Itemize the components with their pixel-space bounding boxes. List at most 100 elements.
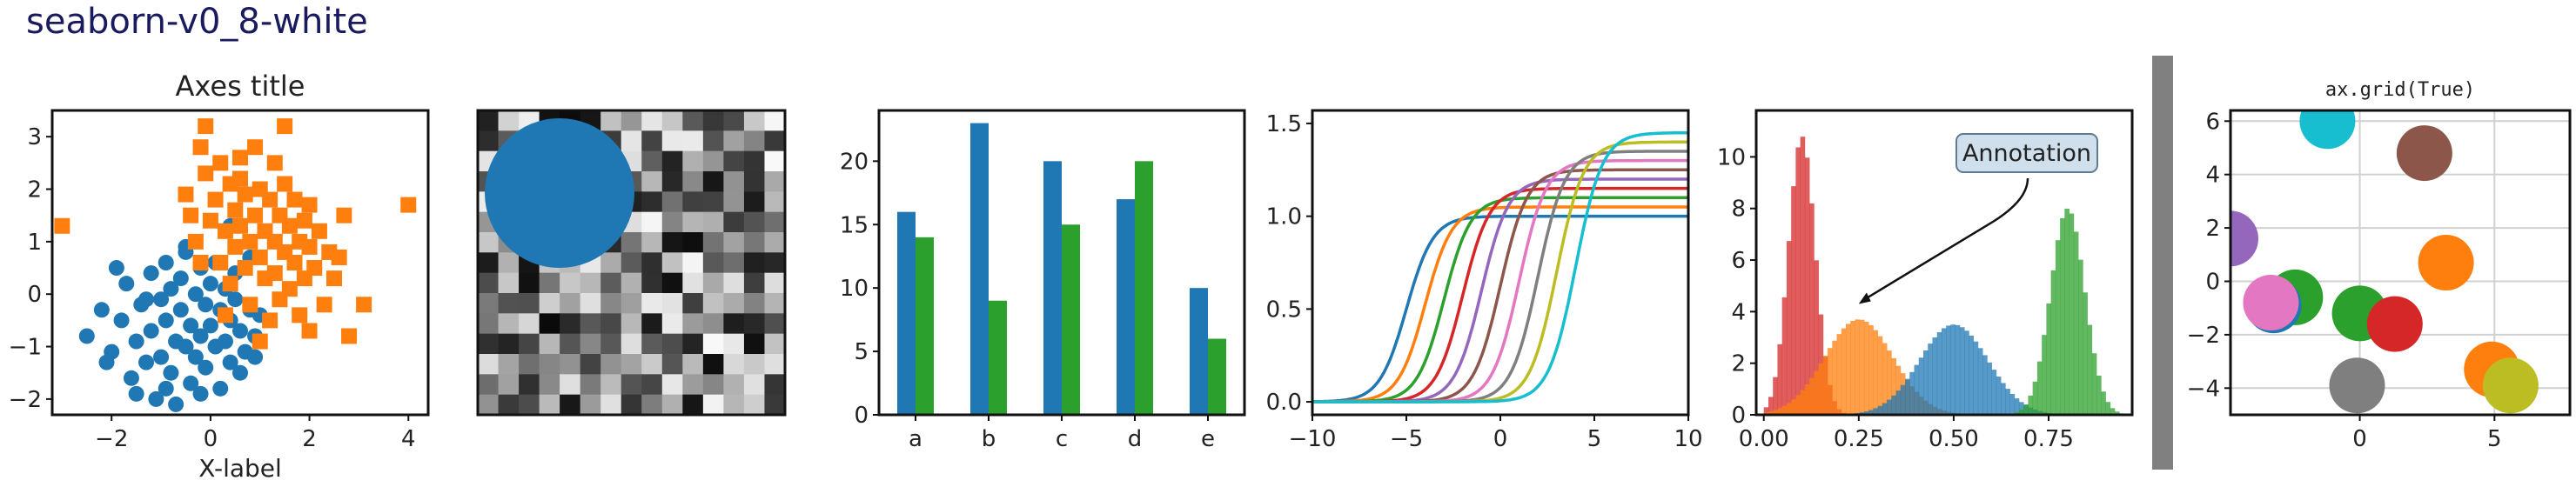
image-cell: [764, 293, 786, 314]
image-cell: [661, 171, 683, 192]
x-tick-label: −5: [1390, 426, 1423, 452]
axes-frame: [2229, 109, 2572, 417]
histogram-bar: [1923, 350, 1929, 415]
image-cell: [702, 374, 724, 396]
scatter-point: [2243, 275, 2299, 331]
scatter-point: [212, 255, 229, 270]
histogram-bar: [2001, 383, 2006, 415]
x-tick-label: 0: [2352, 426, 2367, 452]
panel-histogram: 0.00 0.25 0.50 0.75 0 2 4 6 8 10 Annotation: [1717, 109, 2134, 452]
image-cell: [641, 191, 663, 213]
histogram-bar: [2042, 335, 2047, 415]
image-cell: [519, 354, 540, 375]
histogram-bar: [1868, 324, 1874, 415]
image-cell: [764, 252, 786, 274]
y-tick-label: 0: [854, 403, 869, 429]
histogram-bar: [1809, 203, 1815, 415]
histogram-bar: [1909, 371, 1915, 415]
image-cell: [661, 333, 683, 355]
annotation-box: [1955, 133, 2098, 173]
image-cell: [743, 130, 766, 152]
scatter-point: [301, 197, 318, 213]
bar: [989, 300, 1007, 415]
image-cell: [641, 333, 663, 355]
page-title: seaborn-v0_8-white: [26, 2, 368, 42]
annotation-arrowhead: [1858, 292, 1871, 304]
y-tick-label: 6: [1731, 248, 1746, 274]
image-cell: [743, 272, 766, 294]
scatter-point: [281, 217, 298, 234]
image-cell: [682, 394, 704, 416]
bar: [1208, 338, 1226, 415]
scatter-point: [301, 238, 318, 255]
y-tick-label: 5: [854, 339, 869, 365]
image-cell: [539, 272, 560, 294]
panel-scatter-axes-title: −2 0 2 4 −2 −1 0 1 2 3 Axes title X-label: [9, 70, 430, 483]
image-cell: [539, 394, 560, 416]
image-cell: [600, 313, 622, 335]
image-cell: [580, 293, 601, 314]
scatter-point: [192, 328, 209, 344]
y-tick-label: 1.5: [1266, 111, 1302, 137]
axes-frame: [1311, 109, 1690, 417]
y-tick-label: 2: [1731, 351, 1746, 377]
histogram-bar: [1786, 403, 1792, 415]
histogram-bar: [1882, 403, 1888, 415]
histogram-bar: [1795, 395, 1801, 415]
image-cell: [498, 333, 520, 355]
scatter-point: [2396, 125, 2452, 182]
image-cell: [478, 333, 500, 355]
image-cell: [702, 354, 724, 375]
axes-title: Axes title: [176, 70, 305, 103]
histogram-bar: [1991, 370, 1997, 415]
image-cell: [743, 354, 766, 375]
histogram-bar: [1786, 241, 1792, 415]
histogram-bar: [2005, 389, 2010, 415]
series-line: [1312, 130, 1688, 404]
image-cell: [621, 272, 642, 294]
image-cell: [743, 293, 766, 314]
image-cell: [723, 252, 745, 274]
histogram-bar: [1863, 411, 1869, 415]
image-cell: [723, 394, 745, 416]
image-cell: [723, 130, 745, 152]
image-cell: [682, 171, 704, 192]
image-cell: [621, 110, 642, 131]
histogram-bar: [2046, 304, 2052, 415]
histogram-bar: [1932, 337, 1938, 415]
histogram-bar: [2083, 292, 2088, 415]
scatter-point: [2329, 357, 2385, 414]
scatter-point: [198, 297, 214, 313]
scatter-point: [262, 312, 278, 329]
image-cell: [478, 394, 500, 416]
image-cell: [723, 110, 745, 131]
scatter-point: [212, 155, 229, 171]
scatter-point: [192, 385, 209, 402]
scatter-point: [247, 207, 264, 223]
scatter-point: [202, 317, 218, 334]
image-cell: [743, 252, 766, 274]
series-line: [1312, 196, 1688, 404]
scatter-point: [277, 118, 293, 135]
image-cell: [723, 211, 745, 233]
image-cell: [560, 293, 581, 314]
image-cell: [478, 232, 500, 253]
histogram-bar: [1814, 370, 1819, 415]
image-circle: [485, 118, 634, 268]
histogram-bar: [1795, 147, 1801, 415]
histogram-bar: [2055, 240, 2061, 415]
scatter-point: [242, 297, 258, 313]
scatter-point: [172, 302, 189, 318]
scatter-point: [2231, 210, 2258, 267]
y-tick-label: 4: [2205, 163, 2220, 189]
y-tick-label: 10: [840, 276, 869, 302]
image-cell: [682, 150, 704, 172]
y-tick-label: 8: [1731, 197, 1746, 223]
x-tick-label: 0.50: [1929, 426, 1979, 452]
scatter-point: [247, 349, 264, 365]
scatter-point: [98, 354, 115, 370]
image-cell: [661, 211, 683, 233]
scatter-point: [217, 223, 233, 239]
histogram-bar: [1850, 320, 1855, 415]
